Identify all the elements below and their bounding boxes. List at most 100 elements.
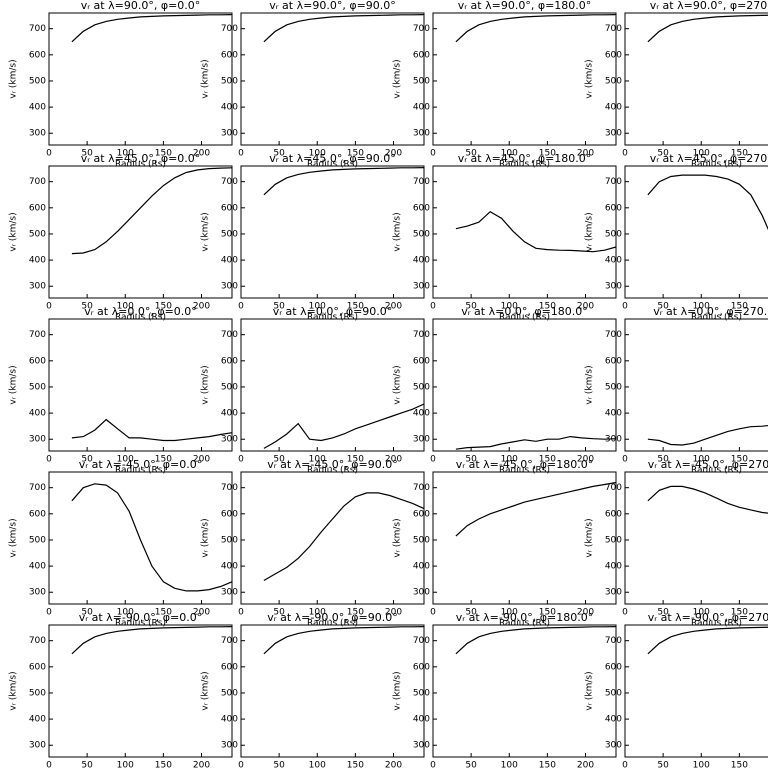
data-line — [647, 424, 768, 446]
y-tick-label: 700 — [413, 330, 430, 340]
x-tick-label: 200 — [577, 761, 594, 768]
x-tick-label: 150 — [347, 608, 364, 618]
panel-title: vᵣ at λ=45.0°, φ=180.0° — [458, 152, 592, 165]
panel-title: vᵣ at λ=90.0°, φ=270.0° — [650, 0, 768, 12]
y-tick-label: 400 — [221, 562, 238, 572]
plot-frame — [624, 624, 768, 758]
x-tick-label: 100 — [501, 761, 518, 768]
y-tick-label: 700 — [605, 330, 622, 340]
y-tick-label: 600 — [29, 509, 46, 519]
x-tick-label: 200 — [577, 302, 594, 312]
y-tick-label: 400 — [221, 256, 238, 266]
x-tick-label: 50 — [273, 608, 285, 618]
y-tick-label: 700 — [605, 24, 622, 34]
y-tick-label: 600 — [413, 203, 430, 213]
y-tick-label: 700 — [29, 483, 46, 493]
y-tick-label: 400 — [605, 715, 622, 725]
x-tick-label: 100 — [693, 149, 710, 159]
x-tick-label: 100 — [309, 608, 326, 618]
data-line — [263, 14, 425, 43]
plot-frame — [624, 471, 768, 605]
panel-title: vᵣ at λ=90.0°, φ=90.0° — [269, 0, 396, 12]
data-line — [647, 174, 768, 231]
y-tick-label: 700 — [413, 177, 430, 187]
y-tick-label: 400 — [29, 715, 46, 725]
y-tick-label: 500 — [29, 382, 46, 392]
y-axis-label: vᵣ (km/s) — [9, 671, 19, 710]
y-tick-label: 600 — [605, 356, 622, 366]
plot-frame — [240, 318, 425, 452]
plot-frame — [432, 12, 617, 146]
x-axis-label: Radius (Rs) — [499, 313, 550, 323]
x-tick-label: 0 — [238, 149, 244, 159]
y-tick-label: 400 — [221, 409, 238, 419]
y-tick-label: 600 — [413, 509, 430, 519]
y-tick-label: 300 — [605, 282, 622, 292]
x-tick-label: 200 — [385, 761, 402, 768]
x-tick-label: 50 — [657, 455, 669, 465]
y-tick-label: 400 — [221, 715, 238, 725]
y-tick-label: 300 — [413, 282, 430, 292]
x-tick-label: 200 — [193, 302, 210, 312]
x-tick-label: 200 — [193, 761, 210, 768]
x-tick-label: 100 — [117, 302, 134, 312]
x-tick-label: 150 — [731, 455, 748, 465]
x-tick-label: 150 — [731, 608, 748, 618]
y-axis-label: vᵣ (km/s) — [9, 518, 19, 557]
plot-frame — [48, 318, 233, 452]
data-line — [71, 626, 233, 655]
x-tick-label: 150 — [347, 302, 364, 312]
y-tick-label: 600 — [413, 356, 430, 366]
y-tick-label: 600 — [29, 203, 46, 213]
y-tick-label: 700 — [221, 177, 238, 187]
y-tick-label: 600 — [413, 662, 430, 672]
y-tick-label: 300 — [413, 435, 430, 445]
x-tick-label: 50 — [81, 149, 93, 159]
x-tick-label: 0 — [46, 455, 52, 465]
y-tick-label: 400 — [413, 409, 430, 419]
x-axis-label: Radius (Rs) — [115, 619, 166, 629]
x-tick-label: 150 — [539, 761, 556, 768]
y-tick-label: 700 — [221, 24, 238, 34]
x-tick-label: 150 — [347, 149, 364, 159]
y-tick-label: 300 — [29, 129, 46, 139]
y-axis-label: vᵣ (km/s) — [585, 365, 595, 404]
panel-title: vᵣ at λ=0.0°, φ=180.0° — [461, 305, 588, 318]
y-axis-label: vᵣ (km/s) — [585, 518, 595, 557]
y-tick-label: 700 — [29, 177, 46, 187]
y-axis-label: vᵣ (km/s) — [9, 212, 19, 251]
x-tick-label: 50 — [657, 761, 669, 768]
x-tick-label: 200 — [577, 149, 594, 159]
x-tick-label: 0 — [46, 302, 52, 312]
x-tick-label: 100 — [693, 761, 710, 768]
x-tick-label: 100 — [501, 455, 518, 465]
plot-frame — [48, 624, 233, 758]
x-tick-label: 100 — [693, 302, 710, 312]
y-axis-label: vᵣ (km/s) — [585, 59, 595, 98]
y-tick-label: 500 — [605, 535, 622, 545]
x-tick-label: 100 — [117, 149, 134, 159]
x-axis-label: Radius (Rs) — [307, 619, 358, 629]
x-tick-label: 200 — [193, 455, 210, 465]
y-axis-label: vᵣ (km/s) — [393, 59, 403, 98]
x-tick-label: 200 — [193, 608, 210, 618]
x-tick-label: 50 — [81, 302, 93, 312]
y-tick-label: 500 — [413, 229, 430, 239]
y-tick-label: 600 — [29, 662, 46, 672]
panel-title: vᵣ at λ=0.0°, φ=90.0° — [273, 305, 393, 318]
y-tick-label: 300 — [29, 741, 46, 751]
panel-title: vᵣ at λ=-45.0°, φ=0.0° — [79, 458, 203, 471]
y-axis-label: vᵣ (km/s) — [9, 365, 19, 404]
y-tick-label: 500 — [221, 688, 238, 698]
x-tick-label: 50 — [273, 149, 285, 159]
y-tick-label: 300 — [605, 129, 622, 139]
y-tick-label: 300 — [605, 741, 622, 751]
x-tick-label: 50 — [465, 761, 477, 768]
y-tick-label: 600 — [413, 50, 430, 60]
x-tick-label: 200 — [385, 302, 402, 312]
x-tick-label: 150 — [347, 455, 364, 465]
y-axis-label: vᵣ (km/s) — [201, 59, 211, 98]
x-tick-label: 200 — [385, 455, 402, 465]
data-line — [71, 418, 233, 442]
